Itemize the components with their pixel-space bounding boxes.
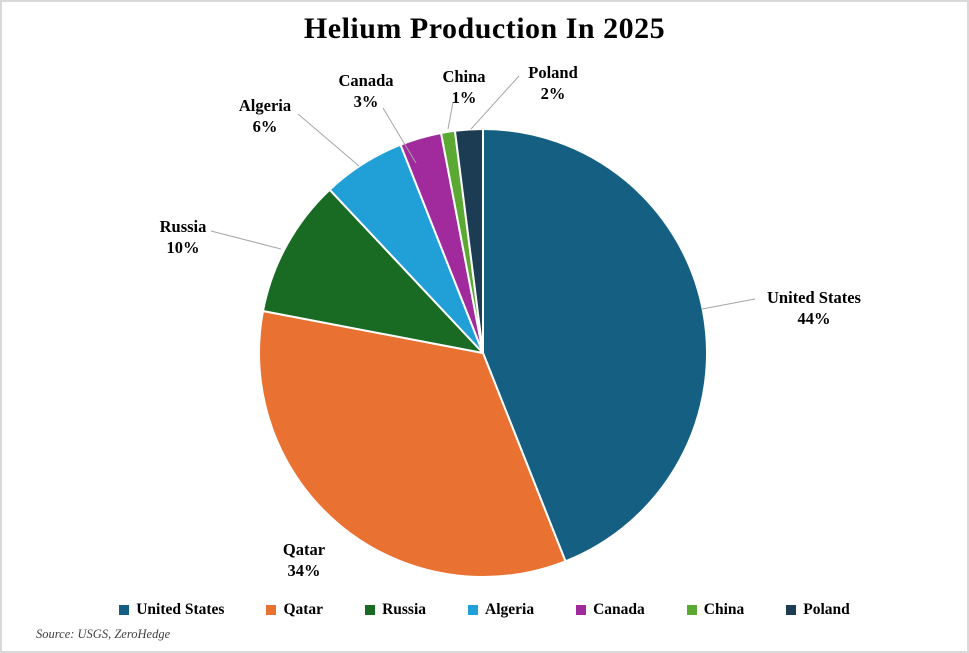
legend-marker-algeria bbox=[468, 605, 479, 615]
legend-marker-canada bbox=[576, 605, 587, 615]
slice-label-name: Qatar bbox=[282, 540, 326, 559]
slice-label-value: 10% bbox=[166, 238, 200, 257]
legend-item-algeria: Algeria bbox=[468, 601, 534, 619]
slice-label-canada: Canada 3% bbox=[338, 70, 393, 112]
slice-label-value: 2% bbox=[540, 84, 566, 103]
pie-slice-united-states bbox=[482, 128, 708, 563]
pie-slice-russia bbox=[261, 188, 484, 354]
leader-line-canada bbox=[382, 107, 417, 164]
slice-label-value: 44% bbox=[797, 309, 831, 328]
leader-line-united-states bbox=[701, 298, 756, 310]
legend-label: Algeria bbox=[485, 601, 535, 618]
slice-label-name: Canada bbox=[338, 71, 394, 90]
slice-label-algeria: Algeria 6% bbox=[239, 95, 291, 137]
legend-label: Poland bbox=[803, 601, 850, 618]
slice-label-name: Russia bbox=[159, 217, 207, 236]
slice-label-qatar: Qatar 34% bbox=[283, 539, 325, 581]
legend-label: United States bbox=[136, 601, 225, 618]
leader-line-algeria bbox=[297, 113, 360, 167]
slice-label-name: China bbox=[442, 67, 486, 86]
slice-label-value: 34% bbox=[287, 561, 321, 580]
slice-label-value: 3% bbox=[353, 92, 379, 111]
legend-item-qatar: Qatar bbox=[266, 601, 323, 619]
legend-marker-china bbox=[686, 605, 697, 615]
slice-label-name: Poland bbox=[528, 63, 578, 82]
legend-marker-poland bbox=[786, 605, 797, 615]
legend-item-poland: Poland bbox=[786, 601, 850, 619]
legend-label: Russia bbox=[382, 601, 427, 618]
slice-label-poland: Poland 2% bbox=[528, 62, 578, 104]
slice-label-value: 6% bbox=[252, 117, 278, 136]
pie-slice-qatar bbox=[258, 310, 567, 578]
slice-label-russia: Russia 10% bbox=[160, 216, 207, 258]
leader-line-china bbox=[447, 101, 454, 130]
leader-line-russia bbox=[210, 230, 282, 250]
legend-item-united-states: United States bbox=[119, 601, 224, 619]
legend: United States Qatar Russia Algeria Canada Chi… bbox=[2, 601, 967, 619]
legend-item-canada: Canada bbox=[576, 601, 645, 619]
legend-label: China bbox=[703, 601, 745, 618]
legend-marker-qatar bbox=[266, 605, 277, 615]
source-note: Source: USGS, ZeroHedge bbox=[36, 627, 171, 641]
slice-label-united-states: United States 44% bbox=[767, 287, 861, 329]
legend-marker-russia bbox=[365, 605, 376, 615]
legend-label: Qatar bbox=[283, 601, 324, 618]
slice-label-name: Algeria bbox=[238, 96, 292, 115]
legend-marker-united-states bbox=[119, 605, 130, 615]
legend-item-china: China bbox=[686, 601, 745, 619]
leader-line-poland bbox=[470, 75, 520, 130]
slice-label-china: China 1% bbox=[442, 66, 485, 108]
pie-slice-poland bbox=[453, 128, 484, 354]
legend-label: Canada bbox=[593, 601, 645, 618]
slice-label-value: 1% bbox=[451, 88, 477, 107]
legend-item-russia: Russia bbox=[365, 601, 426, 619]
slice-label-name: United States bbox=[767, 288, 861, 307]
chart-title: Helium Production In 2025 bbox=[303, 12, 666, 45]
